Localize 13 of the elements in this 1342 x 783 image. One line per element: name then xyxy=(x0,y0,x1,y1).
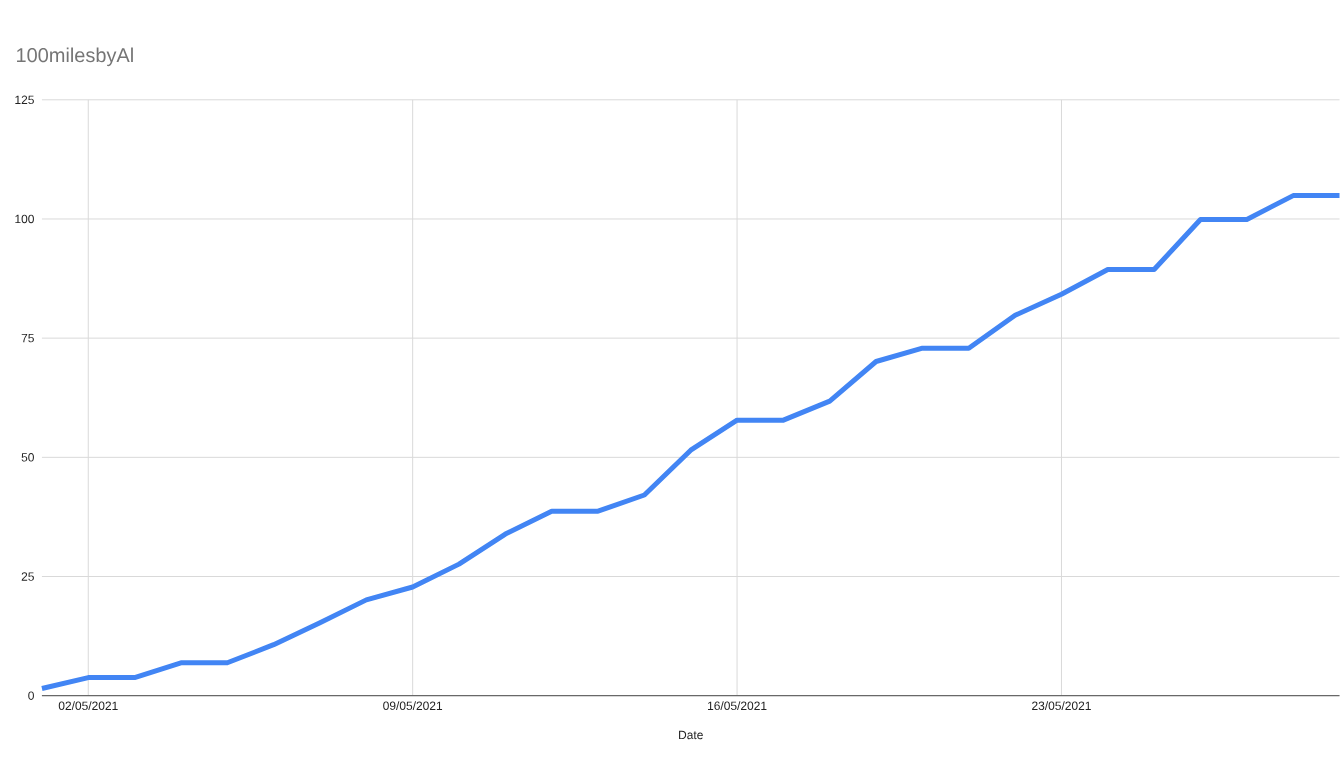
x-tick-label: 23/05/2021 xyxy=(1032,701,1091,711)
line-series xyxy=(39,193,1342,692)
y-tick-label: 25 xyxy=(21,572,34,581)
y-tick-label: 0 xyxy=(28,691,34,701)
x-tick-label: 16/05/2021 xyxy=(708,701,767,711)
y-tick-label: 125 xyxy=(15,95,34,105)
y-tick-label: 75 xyxy=(21,334,34,343)
x-tick-label: 09/05/2021 xyxy=(383,701,443,711)
y-tick-label: 50 xyxy=(21,453,34,462)
y-tick-label: 100 xyxy=(15,214,34,224)
chart-title: 100milesbyAl xyxy=(17,47,133,67)
x-axis-title: Date xyxy=(679,731,703,740)
x-tick-label: 02/05/2021 xyxy=(58,701,118,711)
